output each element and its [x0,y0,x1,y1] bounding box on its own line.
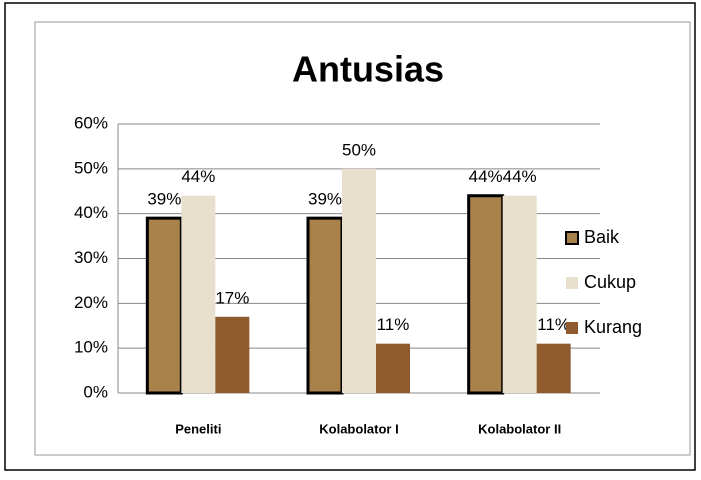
bar [181,195,216,393]
x-tick-label: Kolabolator I [319,421,398,436]
legend-label: Kurang [584,317,642,337]
bar [536,343,571,393]
bar [306,216,344,395]
bar [342,168,376,393]
y-tick-label: 30% [74,248,108,267]
chart-title: Antusias [292,49,444,90]
data-label: 11% [377,315,410,334]
data-label: 17% [215,288,249,307]
y-tick-label: 20% [74,293,108,312]
data-label: 44% [503,167,537,186]
bar [215,316,250,393]
x-tick-label: Kolabolator II [478,421,561,436]
legend-swatch [566,322,578,334]
bar [145,216,183,395]
y-tick-label: 0% [83,382,108,401]
data-label: 39% [308,190,342,209]
legend-label: Cukup [584,272,636,292]
x-tick-label: Peneliti [175,421,221,436]
legend-swatch [566,277,578,289]
data-label: 44% [469,167,503,186]
bar [467,194,505,395]
bar [502,195,537,393]
y-tick-label: 10% [74,338,108,357]
legend-label: Baik [584,227,620,247]
legend-swatch [565,231,579,245]
bar [376,343,410,393]
y-tick-label: 50% [74,158,108,177]
y-tick-label: 60% [74,113,108,132]
data-label: 44% [181,167,215,186]
data-label: 11% [537,315,570,334]
data-label: 50% [342,140,376,159]
data-label: 39% [147,190,181,209]
y-tick-label: 40% [74,203,108,222]
